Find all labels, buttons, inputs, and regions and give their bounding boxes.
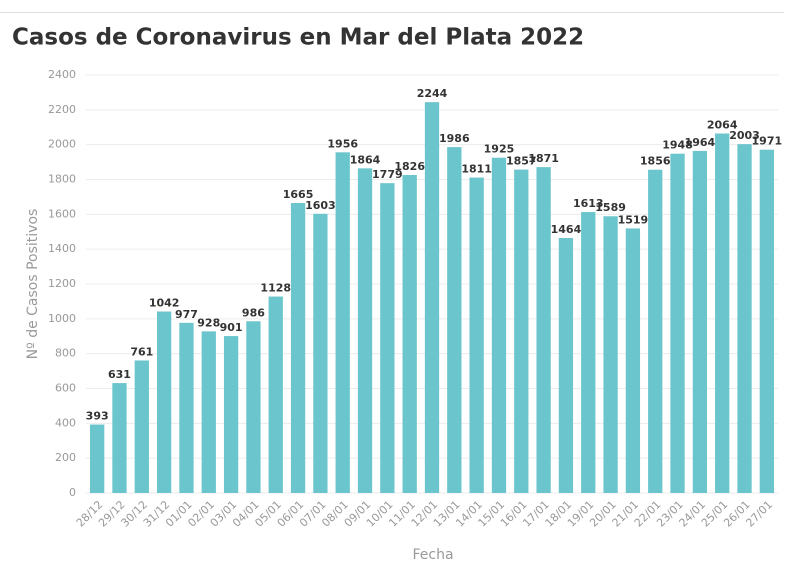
bar [201, 331, 216, 493]
y-tick-label: 0 [69, 486, 76, 499]
y-tick-label: 2200 [48, 103, 76, 116]
value-label: 1589 [595, 201, 626, 214]
bar [469, 177, 484, 493]
bar [737, 144, 752, 493]
bar [357, 168, 373, 493]
bar [90, 424, 105, 493]
y-tick-label: 200 [55, 451, 76, 464]
bar [536, 167, 551, 494]
value-label: 1864 [350, 153, 381, 166]
bar [670, 153, 685, 493]
bar [424, 102, 440, 494]
y-tick-label: 1600 [48, 207, 76, 220]
bar [514, 169, 529, 493]
value-label: 761 [130, 345, 153, 358]
value-label: 1986 [439, 132, 470, 145]
value-label: 1871 [528, 152, 559, 165]
value-label: 1857 [506, 155, 537, 168]
value-label: 1665 [283, 188, 314, 201]
value-label: 1948 [662, 139, 693, 152]
value-label: 986 [242, 306, 265, 319]
value-label: 2064 [707, 119, 738, 132]
value-label: 901 [220, 321, 243, 334]
bar [179, 322, 194, 493]
value-label: 1856 [640, 155, 671, 168]
value-label: 631 [108, 368, 131, 381]
value-label: 1128 [260, 282, 291, 295]
y-tick-label: 1000 [48, 312, 76, 325]
y-tick-label: 800 [55, 347, 76, 360]
bar [335, 152, 350, 493]
value-label: 1956 [327, 137, 358, 150]
value-label: 1925 [484, 143, 515, 156]
bar [223, 336, 239, 493]
bar [603, 216, 618, 494]
value-label: 2003 [729, 129, 760, 142]
y-axis-label: Nº de Casos Positivos [25, 209, 41, 360]
bar [692, 150, 708, 494]
value-label: 1603 [305, 199, 336, 212]
bar [491, 157, 507, 493]
bar [134, 360, 149, 493]
chart-title: Casos de Coronavirus en Mar del Plata 20… [12, 25, 584, 51]
bar [380, 183, 395, 493]
x-axis-label: Fecha [412, 547, 453, 563]
y-tick-label: 1200 [48, 277, 76, 290]
y-tick-label: 2400 [48, 68, 76, 81]
y-tick-label: 400 [55, 416, 76, 429]
value-label: 977 [175, 308, 198, 321]
bar [648, 169, 663, 493]
value-label: 1964 [685, 136, 716, 149]
y-tick-label: 2000 [48, 138, 76, 151]
value-label: 1464 [551, 223, 582, 236]
value-label: 393 [86, 410, 109, 423]
y-tick-label: 600 [55, 382, 76, 395]
bar [402, 174, 417, 493]
bar [558, 238, 574, 493]
y-tick-label: 1400 [48, 242, 76, 255]
value-label: 1519 [618, 213, 649, 226]
bar [112, 383, 127, 493]
bar [447, 147, 462, 494]
bar [290, 203, 306, 493]
bar [313, 213, 328, 493]
value-label: 1779 [372, 168, 403, 181]
value-label: 2244 [417, 87, 448, 100]
value-label: 1811 [461, 163, 492, 176]
y-tick-label: 1800 [48, 173, 76, 186]
bar [246, 321, 261, 493]
value-label: 1613 [573, 197, 604, 210]
bar [759, 149, 774, 493]
bar [625, 228, 641, 493]
bar [581, 212, 596, 494]
bar [268, 296, 283, 493]
value-label: 1042 [149, 297, 180, 310]
value-label: 928 [197, 316, 220, 329]
bar [156, 311, 172, 493]
value-label: 1971 [752, 135, 783, 148]
value-label: 1826 [394, 160, 425, 173]
bar [715, 133, 730, 493]
